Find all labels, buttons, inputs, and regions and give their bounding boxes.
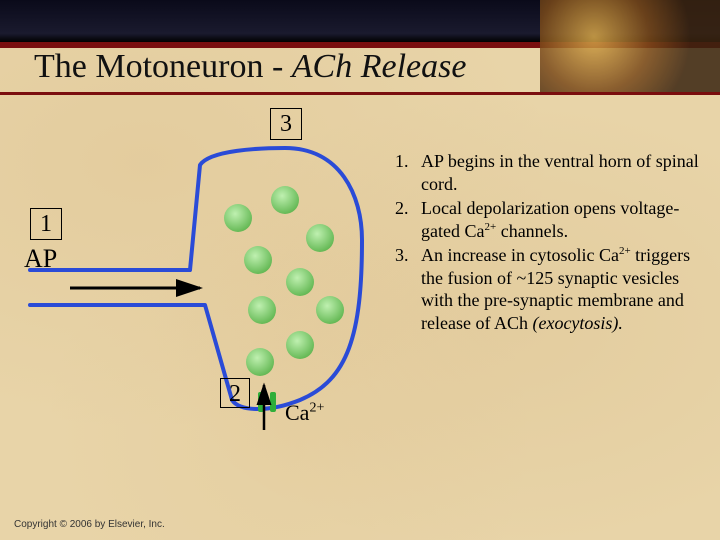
vesicle (286, 331, 314, 359)
neuron-svg (0, 100, 400, 460)
step-row: 2. Local depolarization opens voltage-ga… (395, 197, 705, 242)
diagram: 3 1 2 AP Ca2+ 1. AP begins in the ventra… (0, 100, 720, 500)
step-num: 3. (395, 244, 421, 334)
vesicles (224, 186, 344, 376)
step-body: An increase in cytosolic Ca2+ triggers t… (421, 244, 705, 334)
vesicle (246, 348, 274, 376)
header-accent-image (540, 0, 720, 92)
vesicle (224, 204, 252, 232)
step-num: 1. (395, 150, 421, 195)
step-num: 2. (395, 197, 421, 242)
step-marker-1: 1 (30, 208, 62, 240)
step-marker-2: 2 (220, 378, 250, 408)
vesicle (271, 186, 299, 214)
vesicle (316, 296, 344, 324)
ca-sup: 2+ (309, 401, 324, 416)
vesicle (248, 296, 276, 324)
copyright: Copyright © 2006 by Elsevier, Inc. (14, 519, 165, 530)
vesicle (244, 246, 272, 274)
ca-label: Ca2+ (285, 400, 324, 426)
page-title: The Motoneuron - ACh Release (34, 48, 466, 86)
step-body: Local depolarization opens voltage-gated… (421, 197, 705, 242)
title-plain: The Motoneuron - (34, 48, 292, 85)
title-underline (0, 92, 720, 95)
channel (270, 392, 276, 412)
vesicle (306, 224, 334, 252)
step-row: 3. An increase in cytosolic Ca2+ trigger… (395, 244, 705, 334)
step-marker-3: 3 (270, 108, 302, 140)
vesicle (286, 268, 314, 296)
title-italic: ACh Release (292, 48, 467, 85)
step-row: 1. AP begins in the ventral horn of spin… (395, 150, 705, 195)
step-list: 1. AP begins in the ventral horn of spin… (395, 150, 705, 336)
ap-label: AP (24, 244, 57, 274)
ca-prefix: Ca (285, 400, 309, 425)
step-body: AP begins in the ventral horn of spinal … (421, 150, 705, 195)
